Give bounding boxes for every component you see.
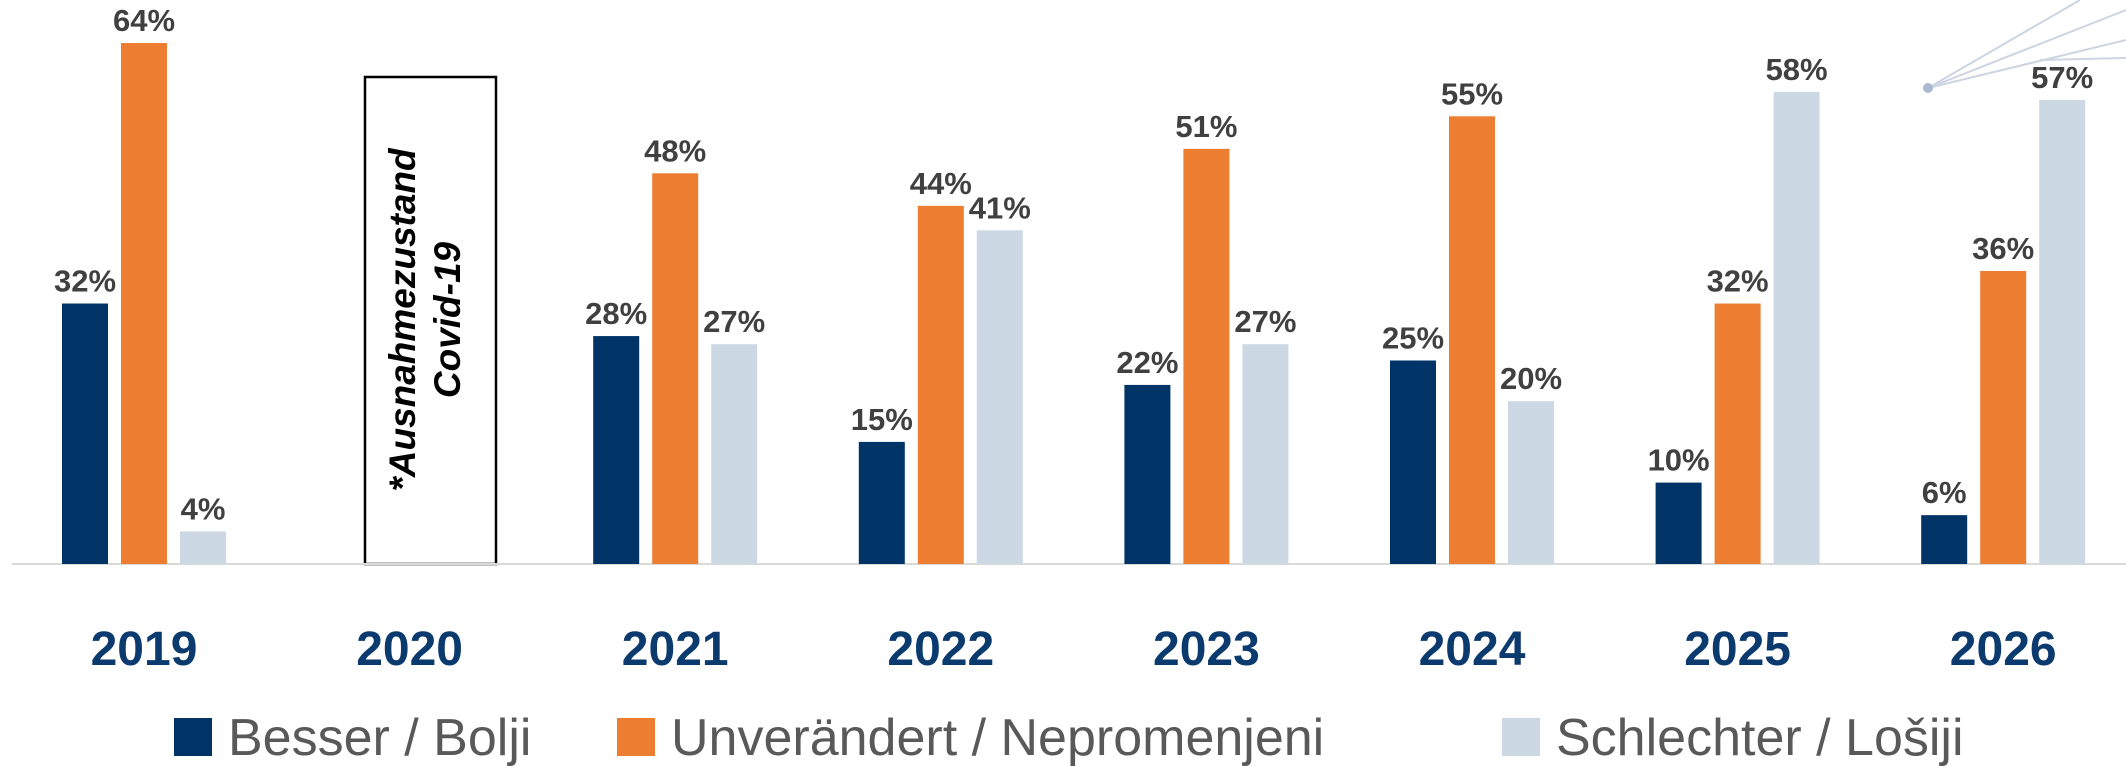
data-label: 10% xyxy=(1648,443,1710,478)
annotation: Covid-19 xyxy=(427,241,468,398)
decoration xyxy=(1927,0,2126,89)
data-label: 27% xyxy=(1234,304,1296,339)
bar xyxy=(711,344,758,564)
bar xyxy=(1773,91,1820,564)
bar xyxy=(1714,303,1761,564)
bar xyxy=(1242,344,1289,564)
data-label: 20% xyxy=(1500,361,1562,396)
data-label: 4% xyxy=(181,491,226,526)
x-tick-label: 2023 xyxy=(1153,623,1260,676)
bar xyxy=(1390,360,1436,564)
x-tick-label: 2022 xyxy=(887,623,994,676)
x-tick-label: 2019 xyxy=(91,623,198,676)
x-tick-label: 2026 xyxy=(1950,623,2057,676)
bar xyxy=(858,441,905,564)
legend-swatch xyxy=(174,718,212,756)
bar xyxy=(1980,270,2027,564)
data-label: 48% xyxy=(644,133,706,168)
data-label: 32% xyxy=(1707,264,1769,299)
bar xyxy=(593,336,640,564)
bar xyxy=(1183,148,1230,565)
bar xyxy=(1655,482,1702,564)
data-label: 27% xyxy=(703,304,765,339)
bar xyxy=(1508,401,1554,564)
data-label: 44% xyxy=(910,166,972,201)
legend-swatch xyxy=(617,718,655,756)
data-label: 51% xyxy=(1175,109,1237,144)
data-label: 41% xyxy=(969,190,1031,225)
bar xyxy=(180,531,226,564)
annotation-box xyxy=(363,75,498,566)
bar xyxy=(1124,384,1171,564)
x-tick-label: 2021 xyxy=(622,623,729,676)
data-label: 36% xyxy=(1972,231,2034,266)
x-tick-label: 2020 xyxy=(356,623,463,676)
bar xyxy=(652,173,699,564)
x-tick-label: 2024 xyxy=(1419,623,1526,676)
bar xyxy=(121,43,167,565)
data-label: 15% xyxy=(851,402,913,437)
data-label: 55% xyxy=(1441,76,1503,111)
bar xyxy=(62,303,108,564)
legend-label: Besser / Bolji xyxy=(228,709,531,766)
data-label: 28% xyxy=(585,296,647,331)
legend-swatch xyxy=(1502,718,1540,756)
data-label: 64% xyxy=(113,3,175,38)
data-label: 32% xyxy=(54,264,116,299)
annotation: *Ausnahmezustand xyxy=(382,147,423,492)
bar xyxy=(976,230,1023,564)
data-label: 6% xyxy=(1922,475,1967,510)
decoration-dot xyxy=(1923,83,1933,93)
bar xyxy=(1449,116,1495,565)
x-tick-label: 2025 xyxy=(1684,623,1791,676)
data-label: 22% xyxy=(1116,345,1178,380)
data-label: 25% xyxy=(1382,321,1444,356)
data-label: 57% xyxy=(2031,60,2093,95)
data-label: 58% xyxy=(1766,52,1828,87)
legend-label: Unverändert / Nepromenjeni xyxy=(671,709,1324,766)
bar xyxy=(917,205,964,564)
legend-label: Schlechter / Lošiji xyxy=(1556,709,1964,766)
bar xyxy=(2039,100,2086,565)
bar xyxy=(1921,515,1968,564)
